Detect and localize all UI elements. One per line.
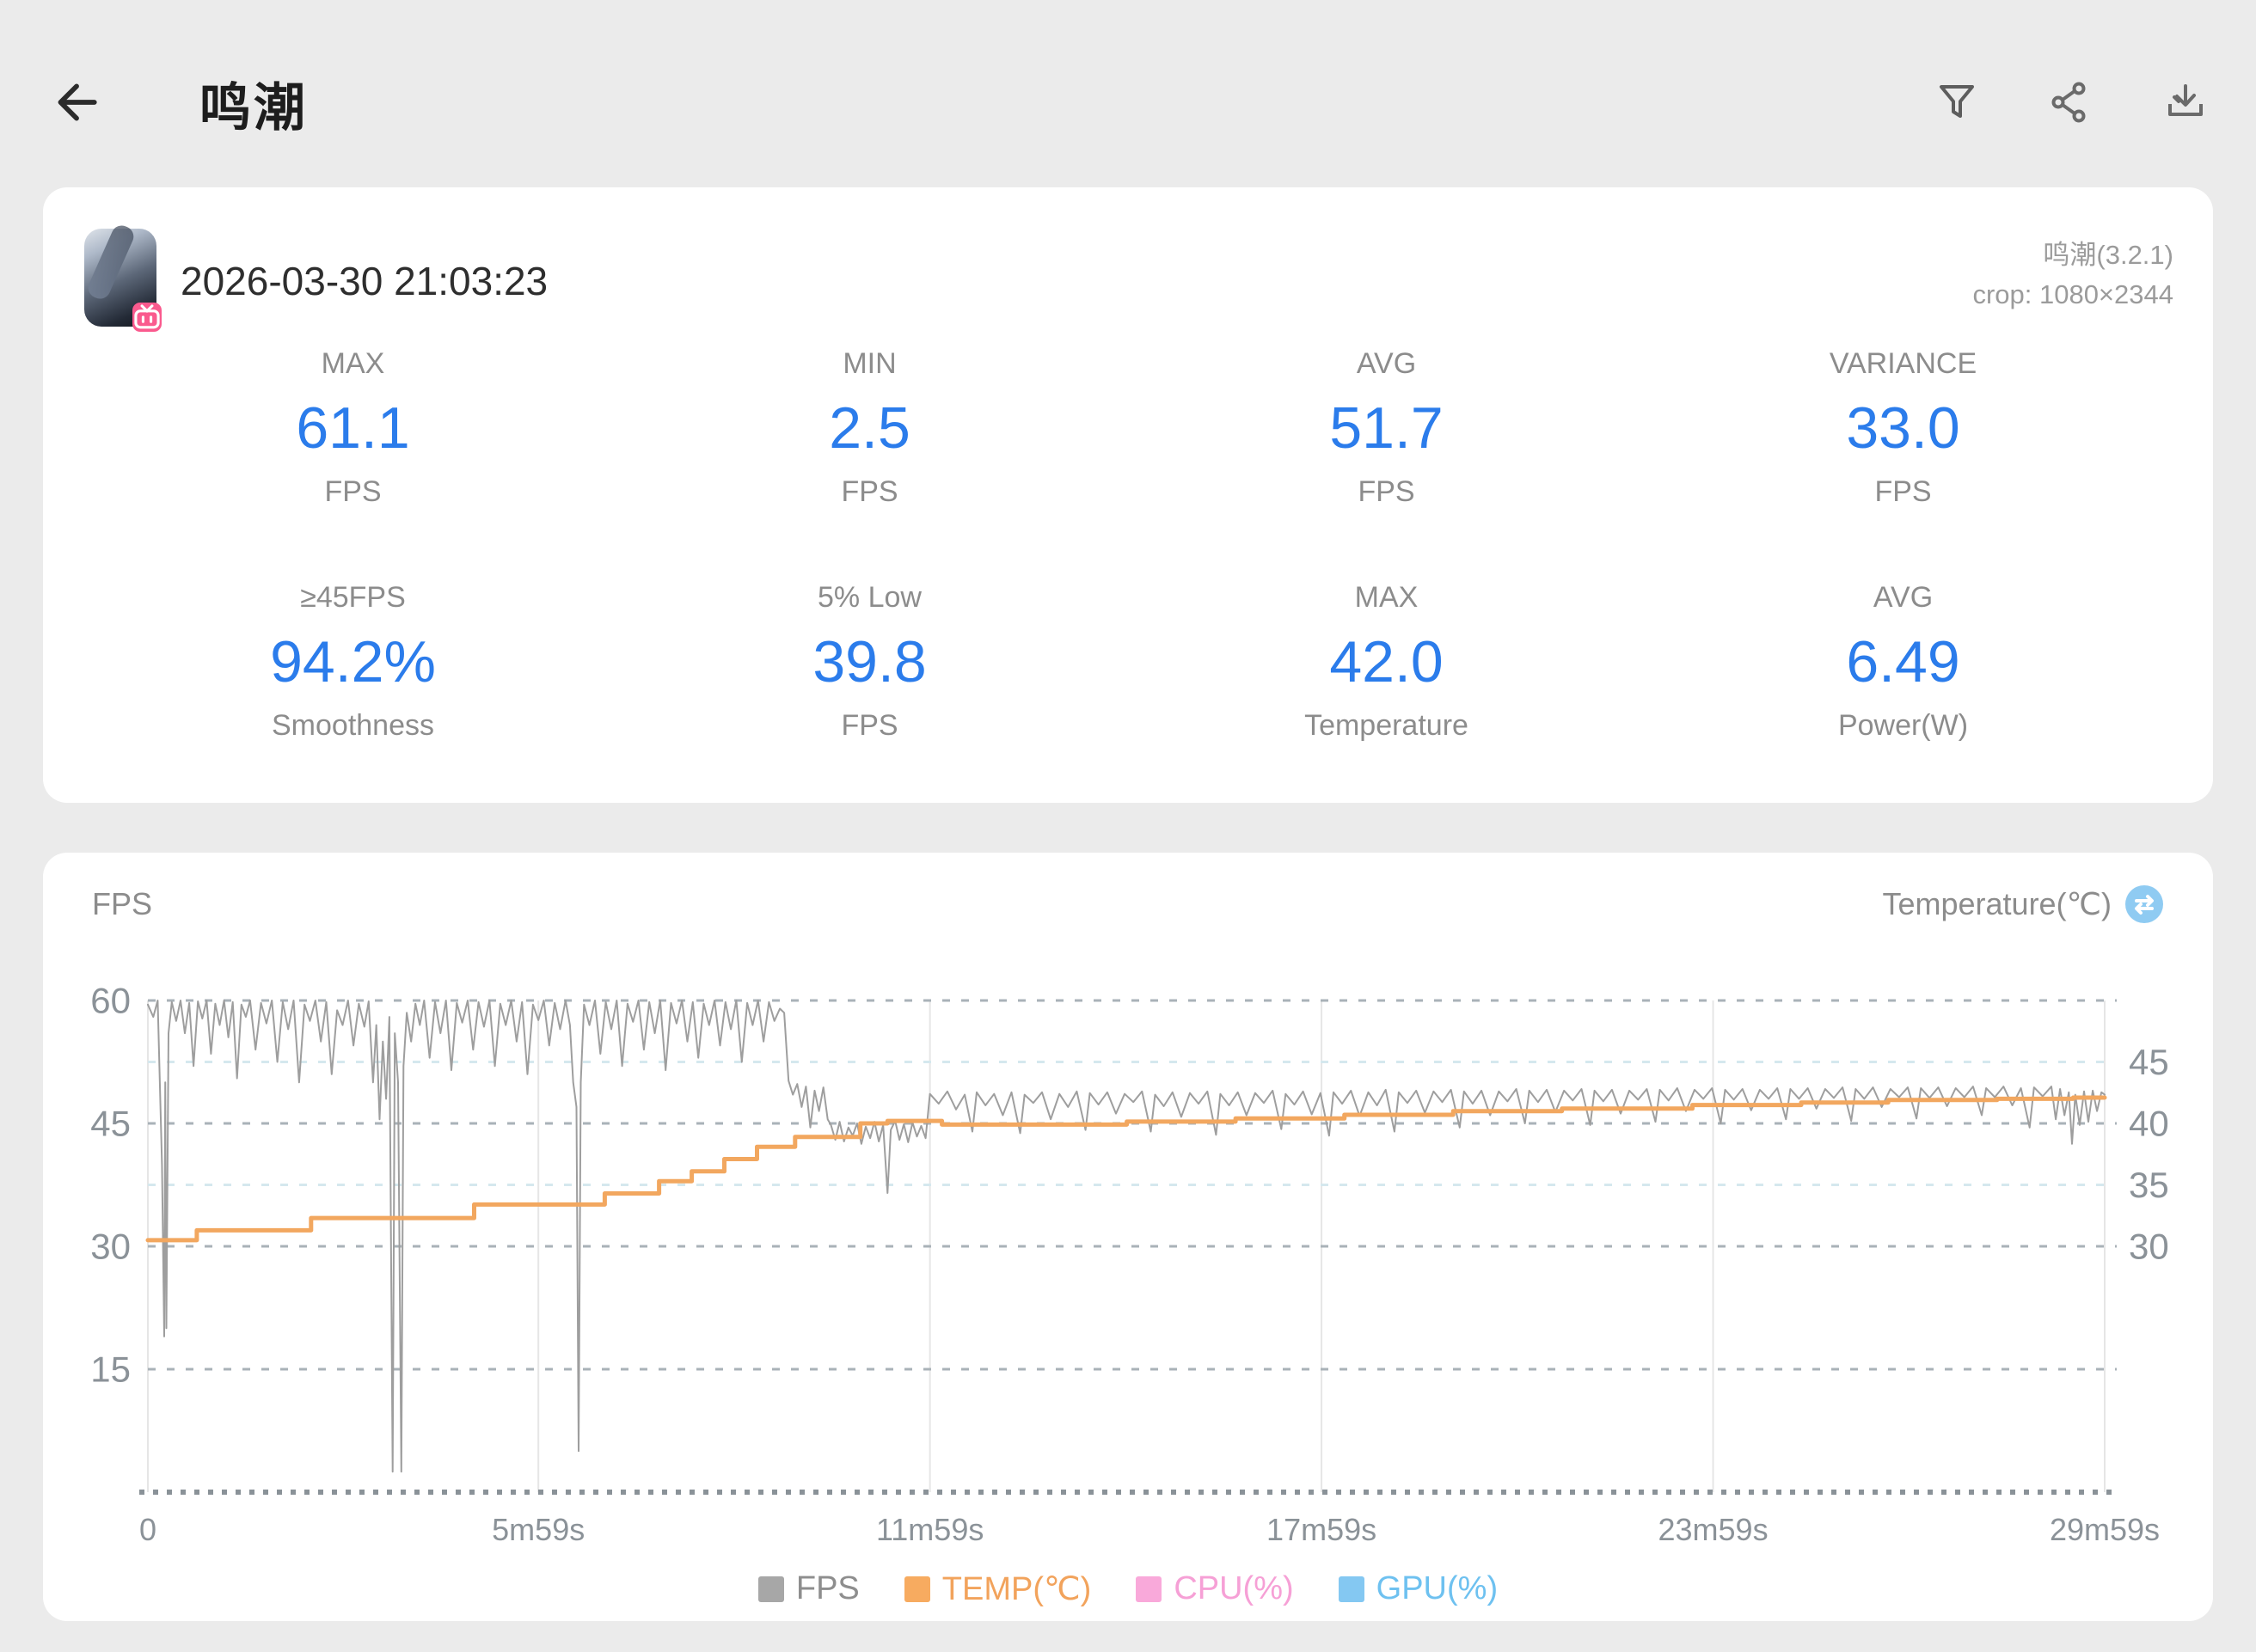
stat-label: MAX <box>1354 581 1419 614</box>
stat-value: 94.2% <box>270 629 436 694</box>
back-button[interactable] <box>50 77 100 130</box>
share-button[interactable] <box>2048 80 2093 127</box>
stat-cell: AVG 6.49 Power(W) <box>1645 581 2161 743</box>
stat-unit: FPS <box>841 475 898 508</box>
svg-text:30: 30 <box>90 1227 131 1267</box>
download-button[interactable] <box>2161 80 2206 127</box>
record-timestamp: 2026-03-30 21:03:23 <box>181 259 549 303</box>
share-icon <box>2048 80 2093 127</box>
summary-card: 2026-03-30 21:03:23 鸣潮(3.2.1) crop: 1080… <box>43 187 2213 803</box>
stat-value: 42.0 <box>1329 629 1444 694</box>
legend-item-fps[interactable]: FPS <box>757 1570 860 1607</box>
page-title: 鸣潮 <box>199 78 308 137</box>
svg-text:0: 0 <box>139 1512 156 1547</box>
svg-text:60: 60 <box>90 981 131 1021</box>
stat-cell: MAX 61.1 FPS <box>95 347 611 509</box>
stat-label: MAX <box>321 347 385 380</box>
svg-text:5m59s: 5m59s <box>492 1512 585 1547</box>
svg-text:11m59s: 11m59s <box>876 1512 984 1547</box>
crop-resolution: crop: 1080×2344 <box>1972 279 2173 309</box>
svg-text:45: 45 <box>90 1104 131 1144</box>
svg-text:40: 40 <box>2129 1104 2169 1144</box>
legend-label: FPS <box>795 1570 860 1606</box>
stat-unit: Power(W) <box>1837 709 1969 742</box>
legend-swatch <box>1136 1576 1162 1602</box>
svg-text:15: 15 <box>90 1349 131 1390</box>
stat-value: 6.49 <box>1846 629 1960 694</box>
right-axis-title: Temperature(℃) <box>1882 886 2112 921</box>
record-meta: 鸣潮(3.2.1) crop: 1080×2344 <box>1972 236 2173 315</box>
stat-unit: FPS <box>1358 475 1415 508</box>
legend-item-temp[interactable]: TEMP(℃) <box>904 1569 1092 1608</box>
legend-label: CPU(%) <box>1174 1570 1294 1606</box>
legend-label: TEMP(℃) <box>941 1571 1092 1607</box>
legend-swatch <box>757 1576 784 1602</box>
svg-text:45: 45 <box>2129 1042 2169 1082</box>
stat-cell: 5% Low 39.8 FPS <box>611 581 1128 743</box>
download-icon <box>2161 80 2206 127</box>
stat-unit: Temperature <box>1304 709 1468 742</box>
stats-grid-row-1: MAX 61.1 FPS MIN 2.5 FPS AVG 51.7 FPS VARIANCE 33.… <box>95 347 2161 509</box>
back-arrow-icon <box>50 77 100 130</box>
stat-unit: FPS <box>1874 475 1932 508</box>
legend-label: GPU(%) <box>1376 1570 1499 1606</box>
stat-value: 39.8 <box>812 629 927 694</box>
filter-icon <box>1934 80 1979 127</box>
performance-line-chart[interactable]: 60 45 30 15 45 40 35 30 0 5m59s 11m59s 17m59s 23m59s… <box>43 853 2213 1621</box>
filter-button[interactable] <box>1934 80 1979 127</box>
stat-unit: FPS <box>324 475 382 508</box>
svg-text:17m59s: 17m59s <box>1266 1512 1376 1547</box>
stat-label: AVG <box>1873 581 1934 614</box>
swap-horizontal-icon <box>2125 885 2163 923</box>
stat-label: ≥45FPS <box>300 581 406 614</box>
stat-value: 2.5 <box>829 395 910 461</box>
app-header: 鸣潮 <box>50 52 2206 155</box>
stat-cell: MAX 42.0 Temperature <box>1128 581 1645 743</box>
stat-value: 61.1 <box>296 395 410 461</box>
chart-card: FPS Temperature(℃) 60 45 30 15 45 40 35 30 0 5m59… <box>43 853 2213 1621</box>
svg-text:35: 35 <box>2129 1165 2169 1205</box>
stat-cell: AVG 51.7 FPS <box>1128 347 1645 509</box>
svg-text:30: 30 <box>2129 1227 2169 1267</box>
legend-item-gpu[interactable]: GPU(%) <box>1338 1570 1499 1607</box>
stat-label: VARIANCE <box>1829 347 1977 380</box>
svg-text:23m59s: 23m59s <box>1658 1512 1769 1547</box>
app-name-version: 鸣潮(3.2.1) <box>2043 240 2173 270</box>
swap-axis-button[interactable] <box>2125 885 2163 923</box>
legend-item-cpu[interactable]: CPU(%) <box>1136 1570 1294 1607</box>
stat-label: AVG <box>1356 347 1417 380</box>
legend-swatch <box>1338 1576 1364 1602</box>
stat-value: 33.0 <box>1846 395 1960 461</box>
svg-text:29m59s: 29m59s <box>2050 1512 2160 1547</box>
stat-label: 5% Low <box>818 581 922 614</box>
stat-unit: Smoothness <box>272 709 434 742</box>
stat-cell: ≥45FPS 94.2% Smoothness <box>95 581 611 743</box>
left-axis-title: FPS <box>92 886 153 921</box>
stat-unit: FPS <box>841 709 898 742</box>
stat-value: 51.7 <box>1329 395 1444 461</box>
app-icon <box>84 229 162 332</box>
stat-cell: VARIANCE 33.0 FPS <box>1645 347 2161 509</box>
chart-header: FPS Temperature(℃) <box>92 885 2163 923</box>
stat-cell: MIN 2.5 FPS <box>611 347 1128 509</box>
legend-swatch <box>904 1576 930 1602</box>
chart-legend: FPS TEMP(℃) CPU(%) GPU(%) <box>43 1569 2213 1608</box>
stat-label: MIN <box>843 347 897 380</box>
stats-grid-row-2: ≥45FPS 94.2% Smoothness 5% Low 39.8 FPS MAX 42.… <box>95 581 2161 743</box>
pink-tv-badge-icon <box>132 303 162 332</box>
